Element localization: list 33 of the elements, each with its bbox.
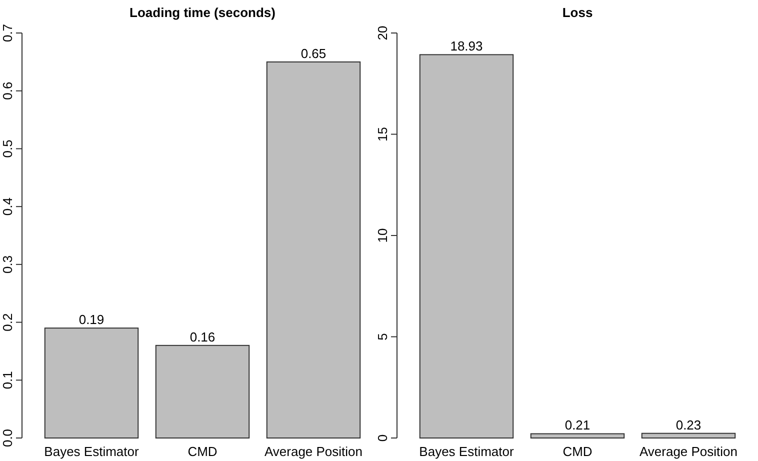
y-tick-label: 0.1 [0, 371, 15, 390]
x-tick-label: Average Position [639, 444, 738, 459]
x-tick-label: CMD [562, 444, 592, 459]
data-label: 0.16 [190, 329, 216, 344]
chart-title: Loading time (seconds) [130, 5, 276, 20]
bar [530, 433, 625, 438]
data-label: 0.65 [300, 46, 326, 61]
y-tick-label: 0.3 [0, 255, 15, 274]
data-label: 0.21 [564, 418, 590, 433]
bar [44, 328, 139, 438]
data-label: 0.23 [676, 417, 702, 432]
x-tick-label: Bayes Estimator [44, 444, 140, 459]
data-label: 0.19 [78, 312, 104, 328]
x-tick-label: CMD [188, 444, 218, 459]
y-tick-label: 0.2 [0, 313, 15, 332]
x-tick-label: Average Position [264, 444, 363, 459]
bar [419, 54, 514, 438]
x-tick-label: Bayes Estimator [419, 444, 514, 459]
bar [641, 432, 736, 438]
y-tick-label: 15 [375, 127, 390, 142]
y-tick-label: 0.4 [0, 198, 15, 216]
y-tick-label: 20 [375, 26, 390, 40]
y-tick-label: 10 [375, 228, 390, 243]
chart-title: Loss [562, 5, 593, 20]
y-tick-label: 5 [375, 333, 390, 340]
data-label: 18.93 [450, 38, 483, 54]
bar [266, 61, 361, 438]
y-tick-label: 0.6 [0, 82, 15, 100]
y-tick-label: 0.5 [0, 140, 15, 158]
y-tick-label: 0 [375, 434, 390, 442]
y-tick-label: 0.7 [0, 24, 15, 42]
y-tick-label: 0.0 [0, 428, 15, 448]
bar [155, 344, 250, 438]
